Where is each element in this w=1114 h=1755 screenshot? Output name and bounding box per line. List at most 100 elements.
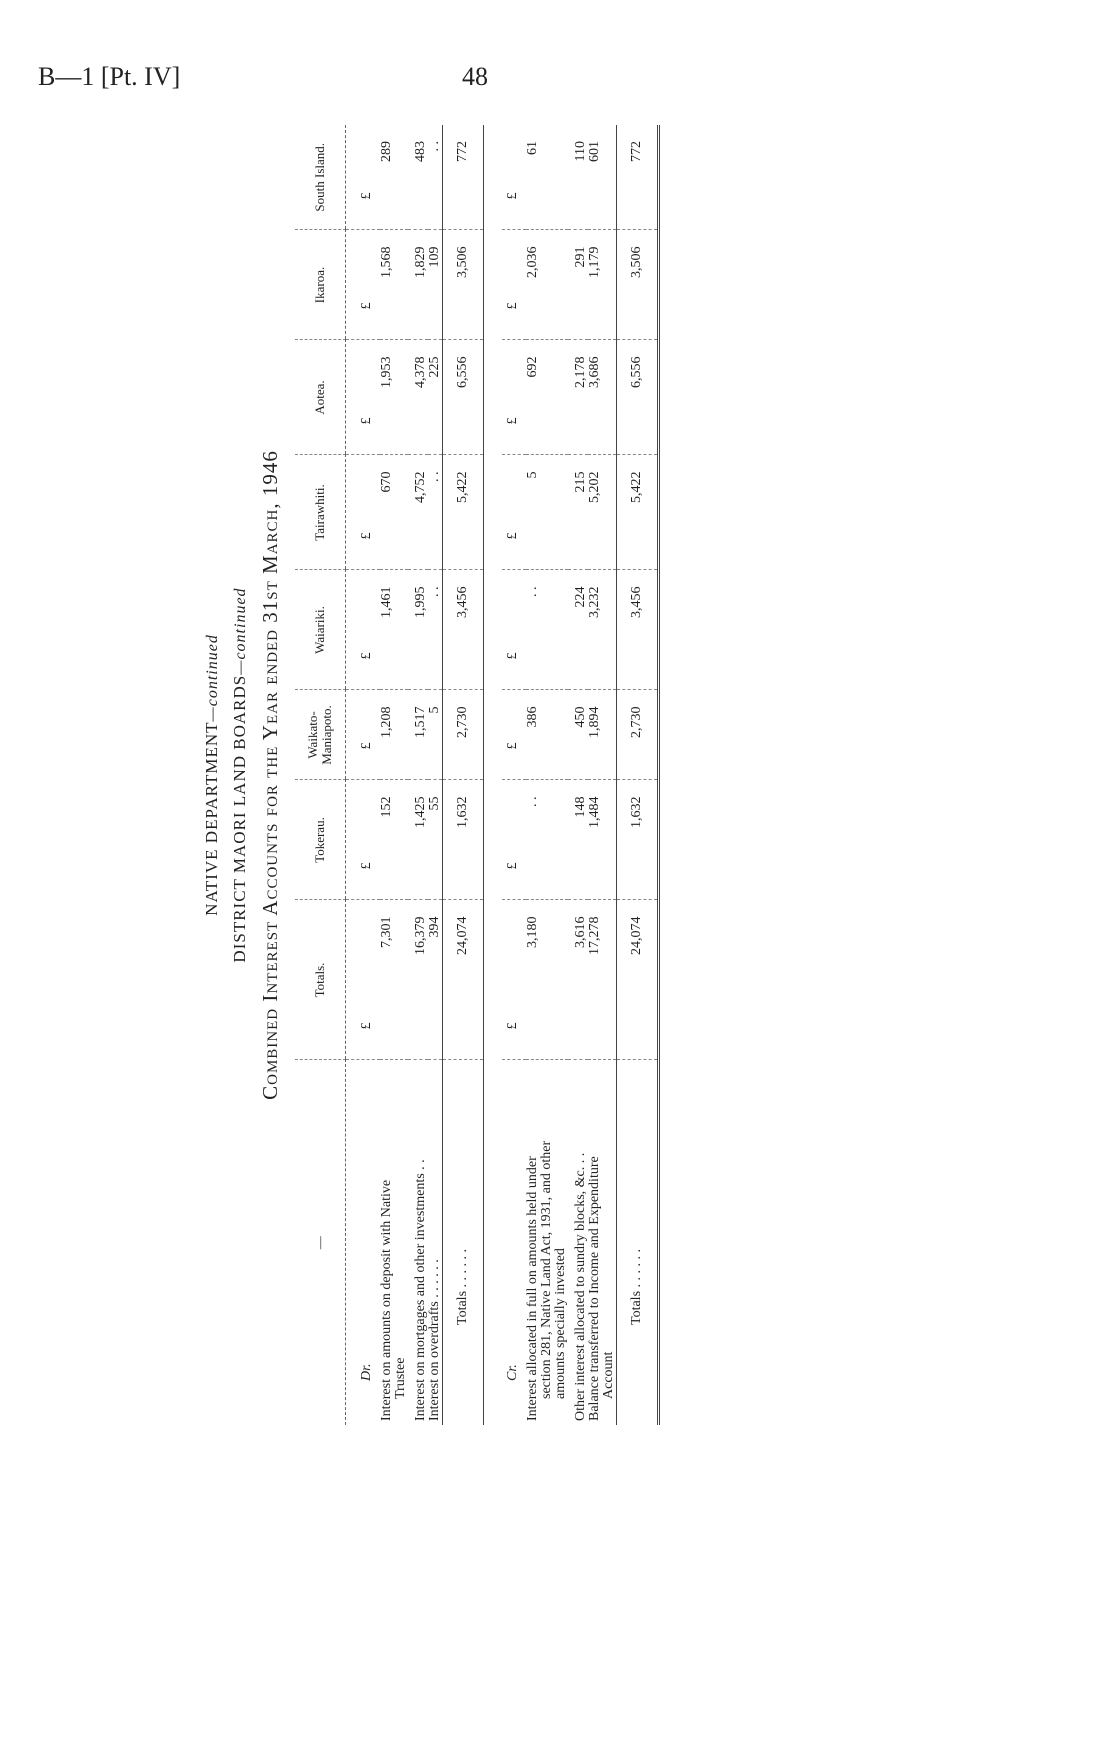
row-label-line: section 281, Native Land Act, 1931, and … xyxy=(539,1140,554,1399)
column-header: Tokerau. xyxy=(295,780,346,900)
column-header: Aotea. xyxy=(295,340,346,455)
value-cell: 148 xyxy=(568,780,588,900)
value-cell: 1,568 xyxy=(379,230,408,340)
dr-label-row: Dr. £ £ £ £ £ £ £ £ xyxy=(345,125,380,1425)
rotated-table-block: NATIVE DEPARTMENT—continued DISTRICT MAO… xyxy=(200,125,745,1425)
department-title: NATIVE DEPARTMENT—continued xyxy=(202,125,222,1425)
value-cell: 483 xyxy=(413,141,428,162)
row-label: Interest on amounts on deposit with Nati… xyxy=(379,1060,408,1425)
value-cell: 1,179 xyxy=(587,230,617,340)
value-cell: 5 xyxy=(525,455,568,570)
value-cell: 1,517 xyxy=(408,690,428,780)
row-label: Balance transferred to Income and Expend… xyxy=(587,1060,617,1425)
value-cell: 601 xyxy=(587,141,602,162)
table-row: Interest on mortgages and other investme… xyxy=(408,125,428,1425)
value-cell: 110 xyxy=(573,141,588,162)
currency-symbol: £ xyxy=(502,900,526,1060)
value-cell: 215 xyxy=(568,455,588,570)
currency-symbol: £ xyxy=(502,780,526,900)
section-label-cell: Cr. xyxy=(502,1060,526,1425)
currency-symbol: £ xyxy=(345,455,380,570)
column-header: South Island. xyxy=(295,125,346,230)
totals-value: 3,456 xyxy=(442,570,484,690)
totals-value: 3,506 xyxy=(442,230,484,340)
cr-label-row: Cr. £ £ £ £ £ £ £ £ xyxy=(502,125,526,1425)
value-cell: 1,208 xyxy=(379,690,408,780)
row-label: Interest on overdrafts . . . . . . xyxy=(427,1060,443,1425)
row-label-line: Interest on mortgages and other investme… xyxy=(413,1159,428,1421)
currency-symbol: £ xyxy=(502,230,526,340)
value-cell: 1,995 xyxy=(408,570,428,690)
totals-label: Totals . . . . . . xyxy=(442,1060,484,1425)
document-reference: B—1 [Pt. IV] xyxy=(38,62,181,91)
section-label-cell: Dr. xyxy=(345,1060,380,1425)
value-cell: 450 xyxy=(568,690,588,780)
board-title: DISTRICT MAORI LAND BOARDS—continued xyxy=(230,125,250,1425)
value-cell: 1,894 xyxy=(587,690,617,780)
page-number: 48 xyxy=(462,62,488,91)
value-cell: 1,953 xyxy=(379,340,408,455)
value-cell: 2,178 xyxy=(568,340,588,455)
title-main: NATIVE DEPARTMENT xyxy=(202,721,221,916)
value-cell: 1,425 xyxy=(408,780,428,900)
totals-value: 1,632 xyxy=(442,780,484,900)
value-cell: 3,232 xyxy=(587,570,617,690)
interest-accounts-table: — Totals. Tokerau. Waikato-Maniapoto. Waiar… xyxy=(295,125,678,1425)
value-cell: 692 xyxy=(525,340,568,455)
value-cell: 225 xyxy=(427,340,443,455)
totals-value: 2,730 xyxy=(616,690,659,780)
row-label: Interest allocated in full on amounts he… xyxy=(525,1060,568,1425)
row-label: Other interest allocated to sundry block… xyxy=(568,1060,588,1425)
title-suffix: —continued xyxy=(204,634,221,722)
row-label-line: amounts specially invested xyxy=(553,1248,568,1399)
totals-value: 2,730 xyxy=(442,690,484,780)
title-suffix: —continued xyxy=(232,587,249,675)
stub-header: — xyxy=(295,1060,346,1425)
row-label-line: Balance transferred to Income and Expend… xyxy=(587,1156,602,1421)
value-cell: 7,301 xyxy=(379,900,408,1060)
currency-symbol: £ xyxy=(502,340,526,455)
table-title: Combined Interest Accounts for the Year … xyxy=(258,450,282,1100)
currency-symbol: £ xyxy=(505,192,520,200)
totals-value: 5,422 xyxy=(616,455,659,570)
currency-symbol: £ xyxy=(345,340,380,455)
row-label-line: Interest allocated in full on amounts he… xyxy=(525,1156,540,1421)
table-row: Interest on amounts on deposit with Nati… xyxy=(379,125,408,1425)
row-label-line: Other interest allocated to sundry block… xyxy=(573,1152,588,1421)
value-cell: . . xyxy=(525,570,568,690)
row-label-line: Account xyxy=(601,1351,616,1399)
row-label: Interest on mortgages and other investme… xyxy=(408,1060,428,1425)
value-cell: 289 xyxy=(379,141,394,162)
row-label-line: Interest on amounts on deposit with Nati… xyxy=(379,1179,394,1421)
table-row: Interest allocated in full on amounts he… xyxy=(525,125,568,1425)
totals-value: 24,074 xyxy=(616,900,659,1060)
currency-symbol: £ xyxy=(345,570,380,690)
currency-symbol: £ xyxy=(502,455,526,570)
value-cell: 291 xyxy=(568,230,588,340)
value-cell: . . xyxy=(427,570,443,690)
value-cell: . . xyxy=(427,141,442,152)
section-label: Cr. xyxy=(505,1364,520,1381)
row-label-line: Trustee xyxy=(393,1357,408,1400)
section-label: Dr. xyxy=(359,1363,374,1381)
value-cell: 3,616 xyxy=(568,900,588,1060)
value-cell: 1,461 xyxy=(379,570,408,690)
value-cell: 4,752 xyxy=(408,455,428,570)
totals-value: 772 xyxy=(442,125,484,230)
dr-totals-row: Totals . . . . . . 24,074 1,632 2,730 3,456 5… xyxy=(442,125,484,1425)
totals-value: 5,422 xyxy=(442,455,484,570)
value-cell: 16,379 xyxy=(408,900,428,1060)
value-cell: 224 xyxy=(568,570,588,690)
totals-value: 3,456 xyxy=(616,570,659,690)
value-cell: 17,278 xyxy=(587,900,617,1060)
row-label-line: Interest on overdrafts . . . . . . xyxy=(427,1259,442,1421)
spacer-row xyxy=(659,125,679,1425)
value-cell: 3,180 xyxy=(525,900,568,1060)
table-row: Other interest allocated to sundry block… xyxy=(568,125,588,1425)
value-cell: 61 xyxy=(525,141,540,155)
value-cell: 1,829 xyxy=(408,230,428,340)
value-cell: 152 xyxy=(379,780,408,900)
value-cell: 5,202 xyxy=(587,455,617,570)
totals-value: 6,556 xyxy=(442,340,484,455)
